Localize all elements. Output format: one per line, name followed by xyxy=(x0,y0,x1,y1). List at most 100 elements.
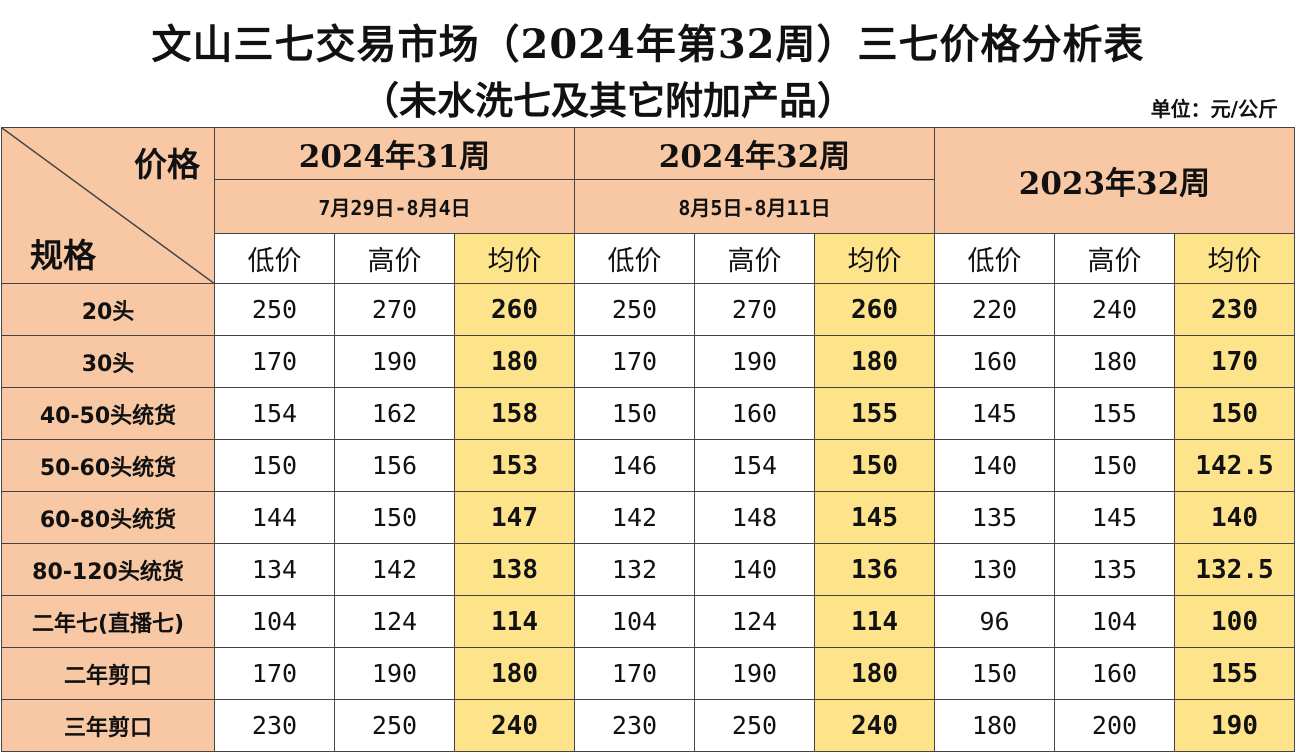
high-price-cell: 148 xyxy=(694,491,815,544)
high-price-cell: 160 xyxy=(1054,647,1175,700)
avg-price-cell: 138 xyxy=(454,543,575,596)
row-spec-label: 二年七(直播七) xyxy=(1,595,215,648)
low-price-cell: 96 xyxy=(934,595,1055,648)
col-header-avg: 均价 xyxy=(1174,233,1295,284)
low-price-cell: 170 xyxy=(214,335,335,388)
avg-price-cell: 170 xyxy=(1174,335,1295,388)
low-price-cell: 142 xyxy=(574,491,695,544)
table-row: 40-50头统货 154 162 158 150 160 155 145 155 150 xyxy=(1,387,1295,440)
avg-price-cell: 150 xyxy=(814,439,935,492)
low-price-cell: 154 xyxy=(214,387,335,440)
row-spec-label: 50-60头统货 xyxy=(1,439,215,492)
high-price-cell: 135 xyxy=(1054,543,1175,596)
high-price-cell: 142 xyxy=(334,543,455,596)
avg-price-cell: 230 xyxy=(1174,283,1295,336)
table-row: 三年剪口 230 250 240 230 250 240 180 200 190 xyxy=(1,699,1295,752)
avg-price-cell: 100 xyxy=(1174,595,1295,648)
col-header-low: 低价 xyxy=(214,233,335,284)
high-price-cell: 155 xyxy=(1054,387,1175,440)
avg-price-cell: 180 xyxy=(454,647,575,700)
low-price-cell: 134 xyxy=(214,543,335,596)
row-spec-label: 30头 xyxy=(1,335,215,388)
avg-price-cell: 142.5 xyxy=(1174,439,1295,492)
avg-price-cell: 153 xyxy=(454,439,575,492)
avg-price-cell: 260 xyxy=(814,283,935,336)
row-spec-label: 三年剪口 xyxy=(1,699,215,752)
table-body: 20头 250 270 260 250 270 260 220 240 230 30头 170 190 1… xyxy=(1,283,1295,752)
row-spec-label: 20头 xyxy=(1,283,215,336)
low-price-cell: 132 xyxy=(574,543,695,596)
period-header-2023w32: 2023年32周 xyxy=(934,127,1295,234)
low-price-cell: 145 xyxy=(934,387,1055,440)
high-price-cell: 190 xyxy=(334,647,455,700)
low-price-cell: 140 xyxy=(934,439,1055,492)
low-price-cell: 135 xyxy=(934,491,1055,544)
page-title: 文山三七交易市场（2024年第32周）三七价格分析表 xyxy=(151,21,1145,68)
low-price-cell: 150 xyxy=(214,439,335,492)
corner-spec-label: 规格 xyxy=(30,236,96,275)
low-price-cell: 144 xyxy=(214,491,335,544)
table-row: 80-120头统货 134 142 138 132 140 136 130 135 132.5 xyxy=(1,543,1295,596)
low-price-cell: 104 xyxy=(214,595,335,648)
low-price-cell: 150 xyxy=(934,647,1055,700)
high-price-cell: 124 xyxy=(334,595,455,648)
high-price-cell: 156 xyxy=(334,439,455,492)
row-spec-label: 60-80头统货 xyxy=(1,491,215,544)
avg-price-cell: 114 xyxy=(814,595,935,648)
price-table: 价格 规格 2024年31周 2024年32周 2023年32周 7月29日-8… xyxy=(1,127,1295,752)
table-row: 二年七(直播七) 104 124 114 104 124 114 96 104 100 xyxy=(1,595,1295,648)
period-range-2024w32: 8月5日-8月11日 xyxy=(574,179,935,234)
low-price-cell: 160 xyxy=(934,335,1055,388)
period-range-2024w31: 7月29日-8月4日 xyxy=(214,179,575,234)
table-row: 60-80头统货 144 150 147 142 148 145 135 145 140 xyxy=(1,491,1295,544)
high-price-cell: 140 xyxy=(694,543,815,596)
low-price-cell: 170 xyxy=(214,647,335,700)
table-row: 50-60头统货 150 156 153 146 154 150 140 150 142.5 xyxy=(1,439,1295,492)
high-price-cell: 190 xyxy=(694,335,815,388)
avg-price-cell: 145 xyxy=(814,491,935,544)
row-spec-label: 80-120头统货 xyxy=(1,543,215,596)
avg-price-cell: 136 xyxy=(814,543,935,596)
high-price-cell: 145 xyxy=(1054,491,1175,544)
avg-price-cell: 180 xyxy=(454,335,575,388)
avg-price-cell: 260 xyxy=(454,283,575,336)
avg-price-cell: 140 xyxy=(1174,491,1295,544)
low-price-cell: 220 xyxy=(934,283,1055,336)
avg-price-cell: 190 xyxy=(1174,699,1295,752)
high-price-cell: 240 xyxy=(1054,283,1175,336)
col-header-high: 高价 xyxy=(334,233,455,284)
high-price-cell: 154 xyxy=(694,439,815,492)
period-header-2024w32: 2024年32周 xyxy=(574,127,935,180)
high-price-cell: 250 xyxy=(694,699,815,752)
table-row: 20头 250 270 260 250 270 260 220 240 230 xyxy=(1,283,1295,336)
high-price-cell: 160 xyxy=(694,387,815,440)
table-row: 二年剪口 170 190 180 170 190 180 150 160 155 xyxy=(1,647,1295,700)
high-price-cell: 190 xyxy=(694,647,815,700)
low-price-cell: 104 xyxy=(574,595,695,648)
col-header-low: 低价 xyxy=(934,233,1055,284)
row-spec-label: 二年剪口 xyxy=(1,647,215,700)
low-price-cell: 250 xyxy=(574,283,695,336)
table-row: 30头 170 190 180 170 190 180 160 180 170 xyxy=(1,335,1295,388)
avg-price-cell: 240 xyxy=(814,699,935,752)
high-price-cell: 162 xyxy=(334,387,455,440)
low-price-cell: 230 xyxy=(574,699,695,752)
low-price-cell: 180 xyxy=(934,699,1055,752)
period-header-2024w31: 2024年31周 xyxy=(214,127,575,180)
col-header-low: 低价 xyxy=(574,233,695,284)
avg-price-cell: 155 xyxy=(814,387,935,440)
low-price-cell: 230 xyxy=(214,699,335,752)
high-price-cell: 104 xyxy=(1054,595,1175,648)
unit-label: 单位：元/公斤 xyxy=(1150,97,1278,121)
avg-price-cell: 240 xyxy=(454,699,575,752)
high-price-cell: 124 xyxy=(694,595,815,648)
avg-price-cell: 114 xyxy=(454,595,575,648)
avg-price-cell: 147 xyxy=(454,491,575,544)
avg-price-cell: 155 xyxy=(1174,647,1295,700)
low-price-cell: 250 xyxy=(214,283,335,336)
corner-header: 价格 规格 xyxy=(1,127,215,284)
avg-price-cell: 158 xyxy=(454,387,575,440)
avg-price-cell: 180 xyxy=(814,647,935,700)
high-price-cell: 270 xyxy=(334,283,455,336)
col-header-high: 高价 xyxy=(694,233,815,284)
